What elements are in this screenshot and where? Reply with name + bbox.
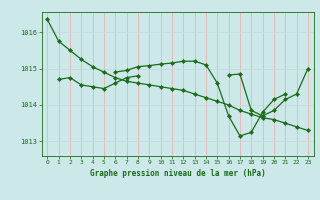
X-axis label: Graphe pression niveau de la mer (hPa): Graphe pression niveau de la mer (hPa) xyxy=(90,169,266,178)
